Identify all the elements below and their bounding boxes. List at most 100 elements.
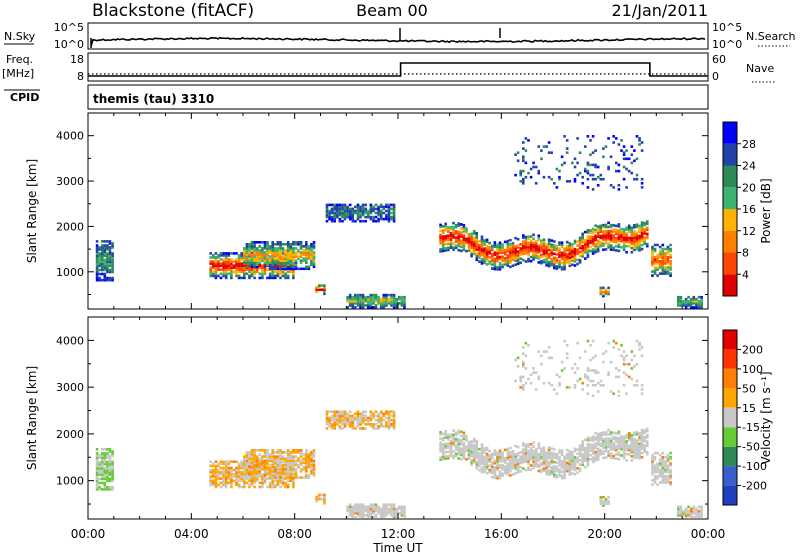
power-cell [532, 161, 535, 165]
power-cell [470, 242, 473, 246]
power-cell [95, 252, 99, 255]
power-cell [390, 217, 393, 221]
velocity-cell [276, 461, 280, 465]
power-cell [472, 230, 476, 233]
power-cell [302, 249, 305, 252]
power-cell [209, 256, 212, 259]
power-cell [250, 263, 254, 266]
velocity-cell [661, 462, 665, 465]
velocity-cell [537, 452, 541, 456]
velocity-cell [400, 509, 404, 513]
velocity-cell [596, 432, 600, 436]
velocity-cell [307, 463, 311, 467]
velocity-cell [527, 455, 530, 459]
velocity-cell [387, 423, 391, 426]
velocity-cell [343, 423, 347, 426]
power-cell [658, 262, 662, 265]
velocity-cell [250, 474, 254, 477]
velocity-cell [103, 475, 107, 478]
velocity-cell [666, 470, 670, 474]
power-cell [95, 278, 99, 282]
velocity-cell [286, 455, 290, 458]
power-cell [509, 255, 512, 258]
velocity-cell [519, 375, 522, 379]
power-cell [250, 257, 254, 260]
velocity-cell [506, 458, 510, 461]
power-panel-frame [87, 112, 709, 310]
velocity-cell [106, 448, 109, 451]
velocity-cell [661, 464, 665, 467]
velocity-cell [617, 390, 621, 393]
velocity-cell [638, 442, 641, 446]
power-cell [563, 247, 566, 250]
power-cell [286, 274, 290, 278]
velocity-cell [465, 445, 468, 448]
power-cell [586, 186, 590, 189]
velocity-cell [214, 470, 218, 474]
power-cell [609, 231, 613, 235]
velocity-cell [537, 375, 541, 379]
velocity-cell [224, 473, 228, 476]
velocity-cell [607, 452, 610, 455]
velocity-cell [323, 495, 326, 499]
power-cell [522, 182, 525, 185]
power-cell [519, 173, 522, 177]
power-cell [390, 300, 393, 303]
power-cell [638, 224, 641, 228]
power-cell [274, 251, 277, 254]
velocity-cell [643, 429, 646, 432]
velocity-cell [387, 416, 391, 420]
velocity-cell [292, 481, 295, 485]
power-cell [439, 223, 442, 227]
power-cell [475, 256, 479, 260]
power-cell [522, 248, 525, 252]
power-cell [485, 254, 489, 258]
power-cell [289, 243, 293, 246]
velocity-cell [460, 453, 463, 457]
power-cell [392, 211, 396, 215]
velocity-cell [475, 460, 479, 464]
velocity-cell [633, 354, 636, 358]
power-cell [235, 266, 238, 269]
power-cell [98, 264, 101, 268]
velocity-cell [522, 460, 525, 464]
velocity-cell [547, 456, 551, 460]
power-cell [700, 295, 703, 299]
power-cell [615, 245, 618, 248]
power-cell [558, 263, 561, 267]
velocity-cell [558, 381, 561, 385]
power-cell [651, 253, 654, 257]
power-cell [630, 228, 634, 232]
power-cell [532, 249, 535, 253]
velocity-cell [617, 430, 621, 434]
power-cell [563, 257, 566, 261]
power-cell [609, 229, 613, 233]
power-cell [586, 171, 590, 175]
power-heatmap [95, 135, 703, 309]
velocity-cell [516, 458, 520, 461]
power-cell [687, 295, 690, 299]
power-cell [274, 263, 277, 266]
velocity-cell [540, 362, 543, 366]
power-cell [529, 235, 533, 238]
power-cell [374, 295, 378, 299]
velocity-cell [100, 452, 104, 455]
power-cell [661, 268, 665, 271]
power-cell [625, 238, 628, 242]
power-cell [255, 263, 259, 266]
power-cell [232, 252, 236, 255]
velocity-cell [248, 485, 251, 489]
power-cell [664, 256, 667, 259]
velocity-cell [289, 451, 293, 454]
power-cell [576, 240, 579, 243]
velocity-cell [441, 443, 445, 446]
velocity-cell [506, 462, 510, 466]
velocity-cell [214, 468, 218, 472]
velocity-cell [348, 420, 352, 424]
velocity-cell [542, 450, 546, 454]
velocity-cell [565, 463, 569, 467]
velocity-cell [248, 465, 251, 469]
velocity-cell [607, 443, 610, 447]
velocity-cell [627, 375, 631, 379]
velocity-cell [276, 470, 280, 473]
